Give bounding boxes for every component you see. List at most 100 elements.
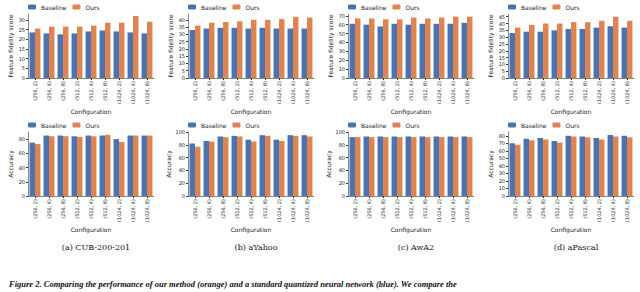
svg-text:60: 60 [19,150,25,156]
svg-text:(512, 2): (512, 2) [554,81,560,101]
svg-text:(1024, 2): (1024, 2) [116,81,122,104]
svg-text:Ours: Ours [85,122,99,129]
svg-text:(1024, 4): (1024, 4) [130,81,136,104]
svg-text:5: 5 [182,68,185,74]
svg-text:(256, 2): (256, 2) [192,199,198,219]
svg-text:Baseline: Baseline [41,4,67,11]
svg-text:80: 80 [179,142,185,148]
svg-text:(1024, 8): (1024, 8) [624,81,630,104]
svg-text:(512, 4): (512, 4) [88,199,94,219]
svg-text:(512, 8): (512, 8) [102,81,108,101]
svg-text:(512, 2): (512, 2) [234,81,240,101]
svg-text:(256, 2): (256, 2) [352,199,358,219]
svg-text:20: 20 [179,46,185,52]
svg-text:(1024, 8): (1024, 8) [144,199,150,222]
svg-text:60: 60 [339,155,345,161]
svg-text:45: 45 [499,14,505,20]
svg-text:20: 20 [19,36,25,42]
svg-text:(1024, 2): (1024, 2) [276,199,282,222]
svg-text:Baseline: Baseline [41,122,67,129]
svg-text:(512, 2): (512, 2) [554,199,560,219]
svg-text:40: 40 [179,167,185,173]
svg-text:(256, 4): (256, 4) [206,199,212,219]
svg-text:40: 40 [499,21,505,27]
svg-text:(512, 2): (512, 2) [394,81,400,101]
svg-text:(512, 4): (512, 4) [408,81,414,101]
svg-text:0: 0 [342,75,345,81]
svg-text:100: 100 [335,129,345,135]
svg-text:5: 5 [22,65,25,71]
svg-text:(256, 8): (256, 8) [540,81,546,101]
svg-text:(b) aYahoo: (b) aYahoo [235,243,278,252]
svg-text:30: 30 [179,31,185,37]
svg-text:Feature fidelity score: Feature fidelity score [487,14,495,77]
svg-text:30: 30 [499,34,505,40]
svg-text:0: 0 [22,193,25,199]
svg-text:0: 0 [182,75,185,81]
svg-text:40: 40 [339,39,345,45]
svg-text:Ours: Ours [245,4,259,11]
svg-text:Ours: Ours [405,4,419,11]
svg-text:20: 20 [499,178,505,184]
svg-text:(512, 2): (512, 2) [394,199,400,219]
svg-text:(256, 8): (256, 8) [220,199,226,219]
svg-text:Accuracy: Accuracy [487,150,495,178]
svg-text:15: 15 [499,55,505,61]
svg-text:Baseline: Baseline [361,122,387,129]
svg-text:Feature fidelity score: Feature fidelity score [7,14,15,77]
svg-text:(1024, 2): (1024, 2) [596,199,602,222]
svg-text:(512, 4): (512, 4) [568,81,574,101]
svg-text:(512, 2): (512, 2) [74,81,80,101]
svg-text:(256, 4): (256, 4) [366,81,372,101]
svg-text:20: 20 [179,180,185,186]
svg-text:(1024, 8): (1024, 8) [464,199,470,222]
svg-text:Ours: Ours [405,122,419,129]
svg-text:60: 60 [339,22,345,28]
svg-text:30: 30 [339,48,345,54]
svg-text:(1024, 4): (1024, 4) [290,81,296,104]
svg-text:Baseline: Baseline [521,4,547,11]
svg-text:Baseline: Baseline [521,122,547,129]
svg-text:(1024, 2): (1024, 2) [436,81,442,104]
svg-text:(512, 4): (512, 4) [88,81,94,101]
svg-text:(1024, 2): (1024, 2) [596,81,602,104]
svg-text:5: 5 [502,68,505,74]
svg-text:Accuracy: Accuracy [165,150,173,178]
svg-text:(256, 2): (256, 2) [32,81,38,101]
svg-text:20: 20 [339,180,345,186]
svg-text:35: 35 [499,27,505,33]
svg-text:15: 15 [179,53,185,59]
svg-text:(256, 2): (256, 2) [512,81,518,101]
svg-text:Ours: Ours [245,122,259,129]
svg-text:40: 40 [179,17,185,23]
svg-text:(256, 2): (256, 2) [352,81,358,101]
svg-text:10: 10 [179,60,185,66]
svg-text:20: 20 [499,48,505,54]
svg-text:0: 0 [182,193,185,199]
svg-text:80: 80 [19,136,25,142]
svg-text:(512, 8): (512, 8) [262,199,268,219]
svg-text:35: 35 [179,24,185,30]
svg-text:Baseline: Baseline [201,4,227,11]
svg-text:(1024, 8): (1024, 8) [144,81,150,104]
svg-text:50: 50 [339,31,345,37]
svg-text:(1024, 2): (1024, 2) [436,199,442,222]
svg-text:30: 30 [499,170,505,176]
svg-text:60: 60 [179,155,185,161]
svg-text:40: 40 [19,165,25,171]
svg-text:(256, 8): (256, 8) [60,81,66,101]
svg-text:(512, 4): (512, 4) [248,199,254,219]
svg-text:50: 50 [499,155,505,161]
svg-text:Figure 2. Comparing the perfor: Figure 2. Comparing the performance of o… [8,279,457,289]
svg-text:(1024, 8): (1024, 8) [464,81,470,104]
svg-text:(1024, 2): (1024, 2) [116,199,122,222]
svg-text:(1024, 8): (1024, 8) [304,199,310,222]
svg-text:(512, 8): (512, 8) [582,199,588,219]
svg-text:(256, 4): (256, 4) [366,199,372,219]
svg-text:(512, 4): (512, 4) [248,81,254,101]
svg-text:Configuration: Configuration [391,226,432,234]
svg-text:(d) aPascal: (d) aPascal [554,243,599,252]
svg-text:(256, 2): (256, 2) [192,81,198,101]
svg-text:(256, 8): (256, 8) [60,199,66,219]
svg-text:(256, 2): (256, 2) [512,199,518,219]
